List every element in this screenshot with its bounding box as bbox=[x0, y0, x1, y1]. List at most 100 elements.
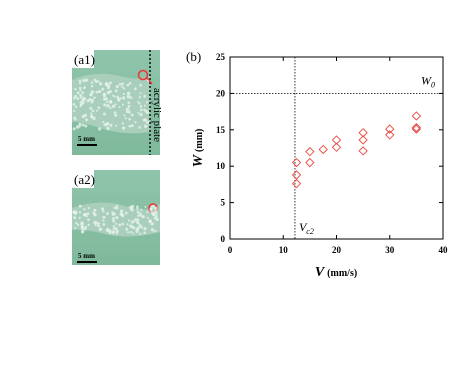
bubble bbox=[103, 97, 107, 101]
bubble bbox=[86, 212, 90, 216]
bubble bbox=[138, 96, 141, 99]
bubble bbox=[84, 225, 88, 229]
bubble bbox=[126, 83, 130, 87]
bubble bbox=[82, 97, 87, 101]
bubble bbox=[84, 212, 88, 216]
bubble bbox=[84, 78, 89, 82]
data-point bbox=[385, 124, 395, 134]
bubble bbox=[97, 90, 102, 94]
bubble bbox=[136, 210, 140, 214]
bubble bbox=[73, 109, 76, 113]
bubble bbox=[78, 122, 82, 126]
bubble bbox=[98, 82, 103, 86]
bubble bbox=[81, 91, 85, 95]
bubble bbox=[112, 94, 115, 97]
label-subscript: 0 bbox=[431, 80, 435, 89]
bubble bbox=[146, 216, 149, 220]
bubble bbox=[74, 105, 78, 109]
y-tick-label: 0 bbox=[221, 234, 226, 244]
bubble bbox=[108, 231, 112, 235]
label-symbol: W bbox=[421, 73, 432, 87]
bubble bbox=[112, 225, 116, 228]
bubble bbox=[89, 106, 93, 110]
bubble bbox=[139, 83, 142, 87]
bubble bbox=[154, 229, 157, 233]
bubble bbox=[134, 87, 137, 91]
bubble bbox=[154, 206, 158, 210]
bubble bbox=[93, 208, 97, 212]
bubble bbox=[114, 89, 118, 93]
data-point bbox=[358, 128, 368, 138]
bubble bbox=[76, 97, 80, 100]
bubble bbox=[137, 218, 140, 221]
bubble bbox=[80, 222, 84, 226]
bubble bbox=[125, 107, 130, 112]
bubble bbox=[79, 101, 83, 104]
bubble bbox=[106, 100, 109, 104]
bubble bbox=[76, 223, 80, 226]
bubble bbox=[121, 85, 124, 88]
bubble bbox=[106, 126, 110, 131]
bubble bbox=[115, 206, 119, 210]
reference-label: Vc2 bbox=[299, 220, 314, 236]
bubble bbox=[111, 230, 115, 234]
bubble bbox=[119, 97, 122, 100]
bubble bbox=[146, 210, 149, 214]
label-symbol: V bbox=[299, 220, 308, 234]
bubble bbox=[144, 205, 147, 208]
bubble bbox=[84, 124, 88, 128]
bubble bbox=[121, 222, 124, 226]
bubble bbox=[143, 108, 146, 111]
bubble bbox=[130, 113, 133, 116]
data-point bbox=[305, 147, 315, 157]
bubble bbox=[127, 219, 131, 222]
bubble bbox=[113, 206, 116, 209]
bubble bbox=[76, 91, 80, 95]
bubble bbox=[74, 87, 77, 91]
bubble bbox=[115, 229, 119, 234]
bubble bbox=[93, 78, 97, 82]
bubble bbox=[143, 226, 147, 231]
bubble bbox=[106, 104, 110, 108]
bubble bbox=[155, 217, 159, 222]
scale-label: 5 mm bbox=[78, 252, 95, 260]
bubble bbox=[146, 120, 150, 125]
bubble bbox=[81, 95, 84, 98]
bubble bbox=[103, 103, 107, 107]
data-point bbox=[291, 170, 302, 180]
bubble bbox=[109, 106, 112, 110]
bubble bbox=[126, 231, 130, 234]
bubble bbox=[120, 213, 123, 216]
bubble bbox=[135, 229, 139, 233]
bubble bbox=[102, 222, 106, 226]
bubble bbox=[137, 111, 140, 114]
bubble bbox=[118, 105, 121, 109]
bubble bbox=[143, 94, 147, 98]
bubble bbox=[139, 108, 143, 112]
data-point bbox=[331, 135, 342, 145]
bubble bbox=[103, 123, 107, 127]
bubble bbox=[125, 110, 129, 114]
bubble bbox=[121, 126, 126, 130]
bubble bbox=[89, 93, 93, 97]
bubble bbox=[73, 96, 76, 100]
bubble bbox=[130, 204, 135, 209]
bubble bbox=[136, 226, 140, 230]
bubble bbox=[130, 124, 134, 128]
bubble bbox=[146, 111, 149, 115]
bubble bbox=[90, 81, 94, 84]
highlight-circle bbox=[137, 69, 149, 81]
bubble bbox=[90, 114, 94, 118]
data-point bbox=[358, 135, 368, 145]
data-point bbox=[291, 179, 302, 189]
bubble bbox=[134, 218, 138, 222]
bubble bbox=[150, 228, 155, 232]
bubble bbox=[136, 214, 140, 218]
panel-label: (a1) bbox=[74, 52, 95, 67]
bubble bbox=[122, 87, 126, 90]
bubble bbox=[125, 227, 129, 231]
bubble bbox=[134, 121, 137, 124]
bubble bbox=[124, 211, 128, 215]
scale-label: 5 mm bbox=[78, 135, 95, 143]
bubble bbox=[114, 113, 118, 117]
